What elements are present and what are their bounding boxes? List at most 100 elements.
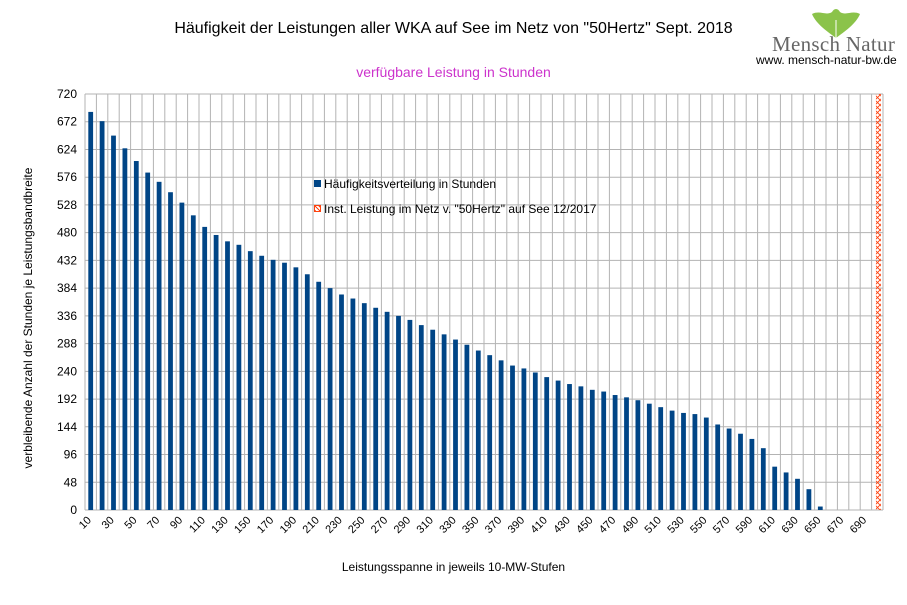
bar <box>624 397 629 510</box>
y-tick-label: 384 <box>57 281 77 295</box>
bar <box>441 334 447 510</box>
x-tick-label: 270 <box>369 514 390 535</box>
y-tick-label: 96 <box>64 448 78 462</box>
x-tick-label: 650 <box>802 514 823 535</box>
y-tick-label: 480 <box>57 226 77 240</box>
bar <box>418 325 424 510</box>
y-tick-label: 336 <box>57 309 77 323</box>
legend-label-bars: Häufigkeitsverteilung in Stunden <box>324 177 497 191</box>
bar <box>521 368 527 510</box>
bar <box>464 344 470 510</box>
x-tick-label: 470 <box>597 514 618 535</box>
bar <box>601 391 607 510</box>
x-tick-label: 410 <box>529 514 550 535</box>
bar <box>681 412 686 510</box>
x-tick-label: 150 <box>232 514 253 535</box>
x-tick-label: 610 <box>757 514 778 535</box>
bar <box>703 417 709 510</box>
bar <box>555 380 561 510</box>
bar <box>658 407 664 510</box>
bar <box>168 192 173 510</box>
bar <box>145 172 151 511</box>
x-tick-label: 670 <box>825 514 846 535</box>
x-tick-label: 210 <box>301 514 322 535</box>
bar <box>304 274 310 510</box>
x-tick-label: 450 <box>574 514 595 535</box>
x-tick-label: 170 <box>255 514 276 535</box>
y-tick-label: 48 <box>64 475 78 489</box>
bar <box>795 478 800 510</box>
bar <box>247 251 253 510</box>
x-tick-label: 530 <box>665 514 686 535</box>
x-tick-label: 10 <box>77 514 94 531</box>
bar <box>350 298 356 510</box>
bar <box>510 365 515 510</box>
x-tick-label: 70 <box>145 514 162 531</box>
bar <box>384 311 390 510</box>
x-tick-label: 310 <box>415 514 436 535</box>
bar <box>589 389 595 510</box>
chart-title: Häufigkeit der Leistungen aller WKA auf … <box>174 20 733 37</box>
y-tick-label: 528 <box>57 198 77 212</box>
bar <box>88 111 94 511</box>
x-tick-label: 90 <box>168 514 185 531</box>
installed-capacity-marker <box>875 94 881 510</box>
bar <box>339 294 344 510</box>
bar <box>190 215 196 511</box>
bar <box>817 506 823 510</box>
bar <box>783 472 789 510</box>
bar <box>760 448 766 510</box>
bar <box>475 350 481 510</box>
bar <box>544 377 550 510</box>
x-tick-label: 370 <box>483 514 504 535</box>
logo: Mensch Natur <box>762 6 902 68</box>
bar <box>487 355 493 510</box>
x-tick-label: 550 <box>688 514 709 535</box>
x-tick-label: 190 <box>278 514 299 535</box>
chart-subtitle: verfügbare Leistung in Stunden <box>356 64 551 80</box>
bar <box>316 281 322 510</box>
ginkgo-leaf-icon <box>812 9 860 38</box>
bar <box>282 262 287 510</box>
bar <box>806 489 812 510</box>
x-axis-label: Leistungsspanne in jeweils 10-MW-Stufen <box>341 560 566 574</box>
x-tick-label: 510 <box>643 514 664 535</box>
y-tick-label: 432 <box>57 253 77 267</box>
x-tick-label: 50 <box>122 514 139 531</box>
x-tick-label: 350 <box>460 514 481 535</box>
logo-url: www. mensch-natur-bw.de <box>756 53 897 67</box>
bar <box>361 303 367 510</box>
bar <box>327 288 333 510</box>
bar <box>430 329 436 510</box>
bar <box>669 410 675 510</box>
x-tick-label: 30 <box>100 514 117 531</box>
bar <box>749 438 755 510</box>
y-tick-label: 192 <box>57 392 77 406</box>
bar <box>373 307 379 510</box>
x-tick-label: 590 <box>734 514 755 535</box>
bar <box>111 135 116 510</box>
y-tick-label: 672 <box>57 115 77 129</box>
bar <box>532 372 538 510</box>
legend-label-marker: Inst. Leistung im Netz v. "50Hertz" auf … <box>324 202 597 216</box>
bar <box>202 226 208 510</box>
legend-swatch-bars <box>314 180 321 188</box>
bar <box>772 466 778 510</box>
legend-item-marker: Inst. Leistung im Netz v. "50Hertz" auf … <box>314 202 596 216</box>
y-tick-label: 144 <box>57 420 77 434</box>
x-tick-label: 130 <box>209 514 230 535</box>
x-tick-label: 390 <box>506 514 527 535</box>
x-tick-label: 330 <box>437 514 458 535</box>
x-tick-label: 250 <box>346 514 367 535</box>
bar <box>396 315 401 510</box>
bar <box>635 400 641 510</box>
bar <box>236 244 242 511</box>
bar <box>270 259 276 510</box>
bar <box>567 384 572 510</box>
legend-item-bars: Häufigkeitsverteilung in Stunden <box>314 177 496 191</box>
y-tick-label: 0 <box>70 503 77 517</box>
bar <box>612 395 618 510</box>
y-tick-label: 288 <box>57 337 77 351</box>
y-tick-label: 720 <box>57 87 77 101</box>
bar <box>726 428 732 510</box>
